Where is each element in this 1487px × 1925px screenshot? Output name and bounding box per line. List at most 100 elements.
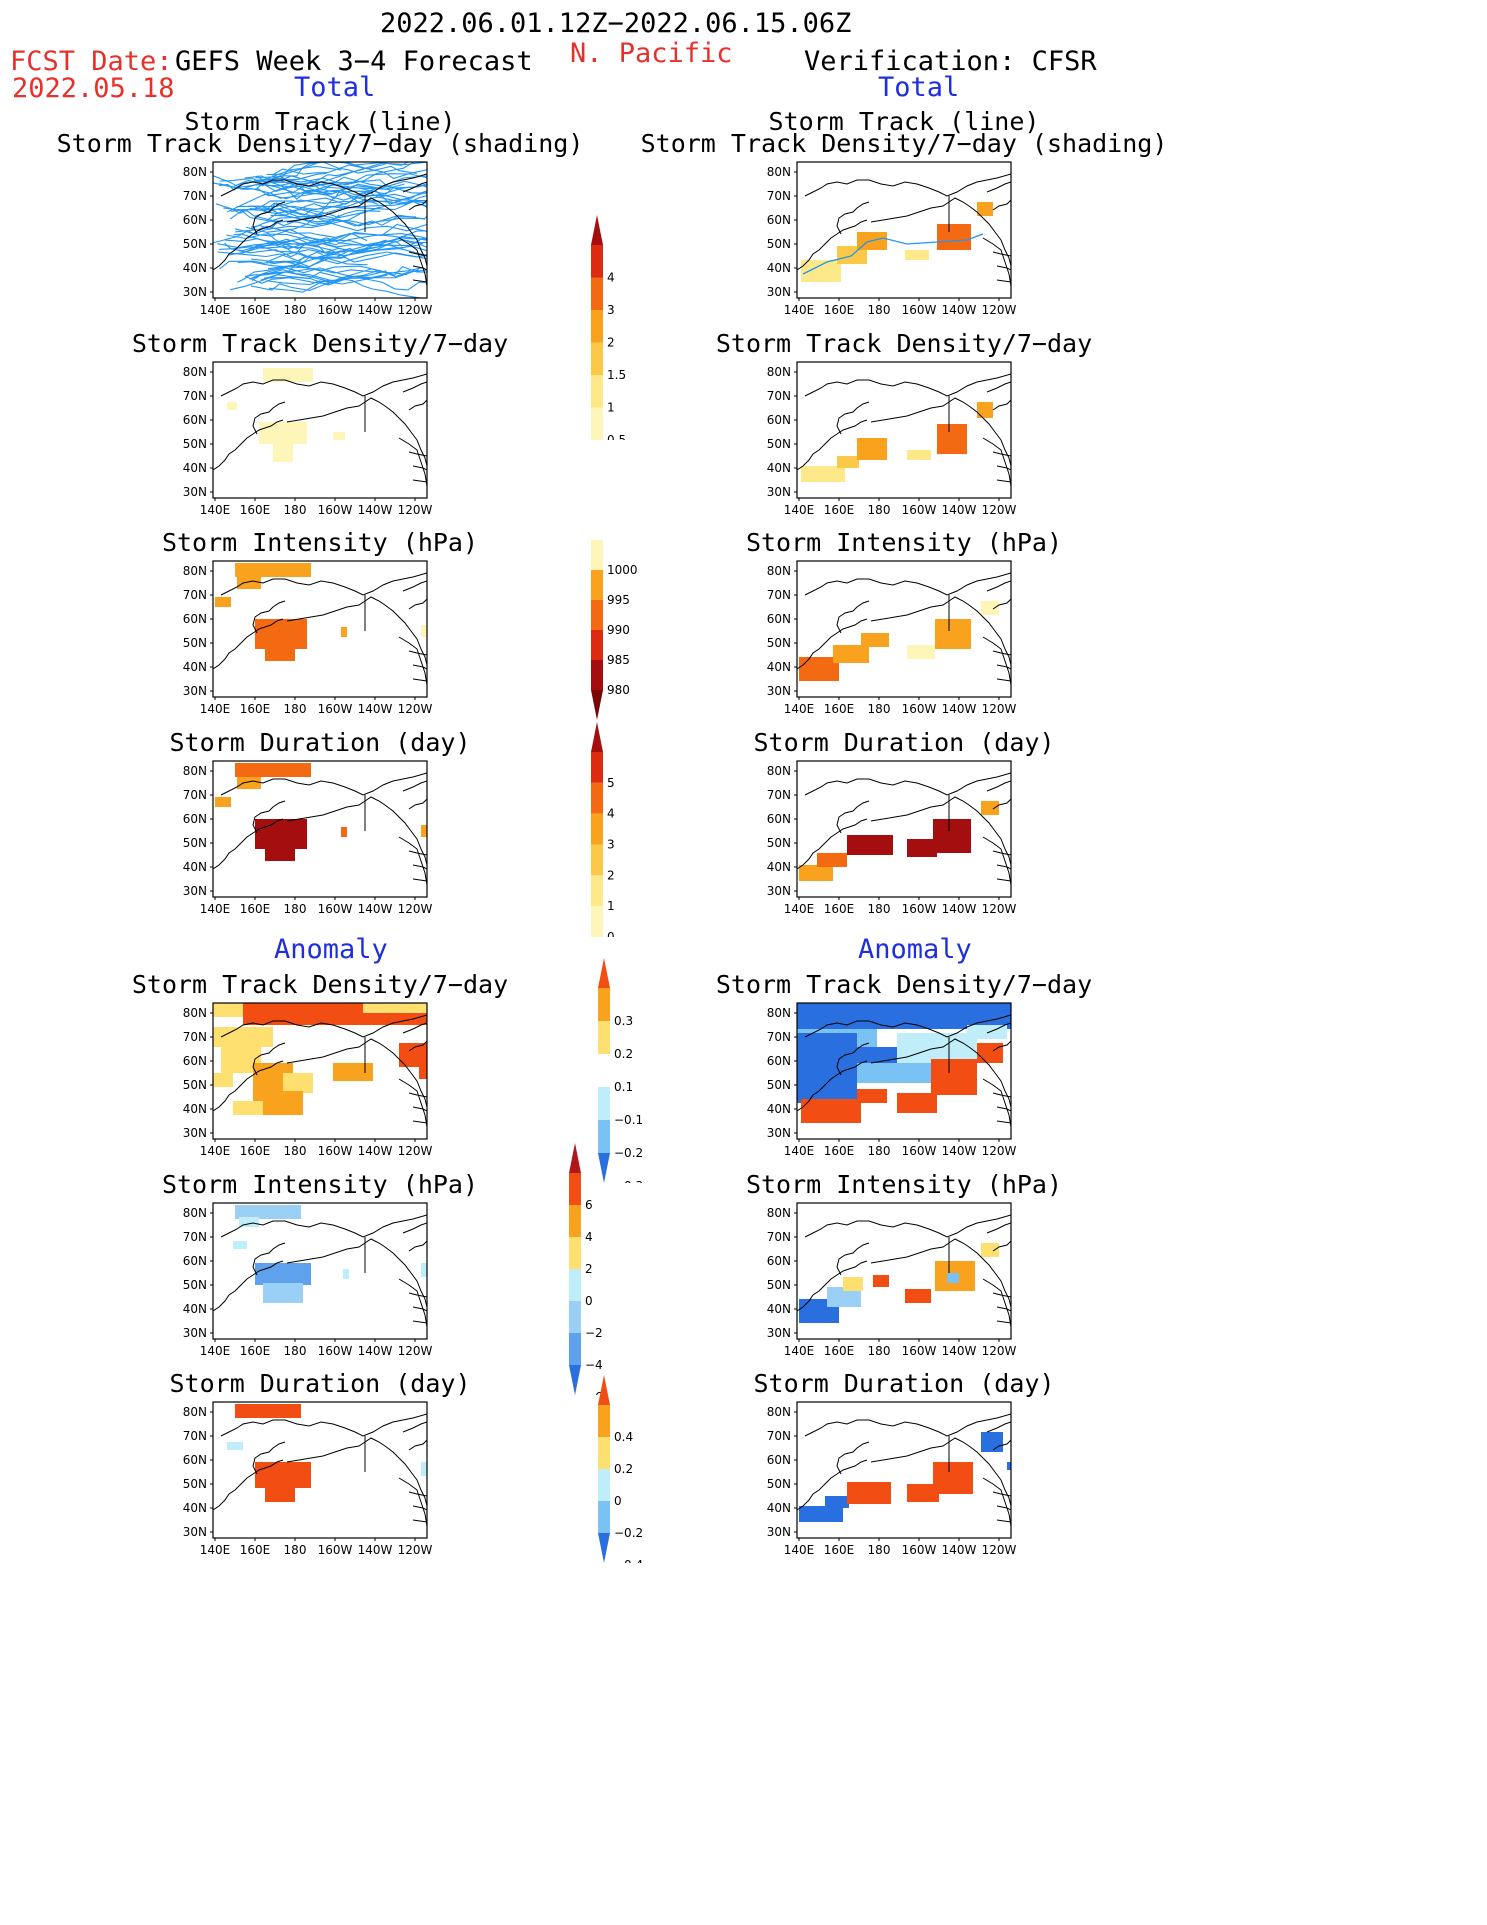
storm-track-line [217, 251, 324, 262]
panel-title-track-line-left: Storm Track (line) [184, 107, 456, 136]
map-plot: 80N 70N 60N 50N 40N 30N 140E 160E 180 160W 140W 120… [183, 760, 433, 916]
coastline [992, 251, 1011, 257]
storm-track-line [248, 190, 427, 208]
colorbar-segment [591, 660, 603, 690]
panel-title-duration-anom-left: Storm Duration (day) [169, 1369, 471, 1398]
shaded-cell [907, 1484, 939, 1502]
lat-tick-label: 30N [183, 884, 207, 898]
lon-tick-label: 180 [868, 1344, 891, 1358]
map-plot: 80N 70N 60N 50N 40N 30N 140E 160E 180 160W 140W 120… [767, 1202, 1017, 1358]
colorbar-tick-label: 0.2 [614, 1462, 633, 1476]
panel-title-density-right: Storm Track Density/7−day [715, 329, 1093, 358]
coastline [286, 1437, 427, 1507]
coastline [986, 780, 1011, 792]
colorbar-tick-label: 4 [585, 1230, 593, 1244]
coastline [412, 1505, 427, 1511]
storm-track-line [224, 240, 403, 254]
lat-tick-label: 30N [183, 1525, 207, 1539]
shaded-cell [857, 1089, 887, 1103]
colorbar-segment [591, 906, 603, 937]
lon-tick-label: 120W [398, 1344, 433, 1358]
shaded-cell [907, 450, 931, 460]
coastline [870, 596, 1011, 666]
shaded-cell [799, 865, 833, 881]
coastline [804, 572, 1011, 596]
coastline [797, 419, 868, 471]
map-duration-anomaly-forecast: 80N 70N 60N 50N 40N 30N 140E 160E 180 160W 140W 120… [165, 1398, 465, 1562]
lon-tick-label: 160W [902, 902, 937, 916]
shaded-cell [255, 819, 307, 849]
lon-tick-label: 180 [868, 902, 891, 916]
coastline [402, 1421, 427, 1433]
region-title: N. Pacific [570, 38, 733, 69]
colorbar-segment [591, 342, 603, 375]
coastline [804, 772, 1011, 796]
coastline [220, 1413, 427, 1437]
colorbar-segment [598, 1501, 610, 1533]
lon-tick-label: 120W [982, 503, 1017, 517]
lat-tick-label: 80N [767, 564, 791, 578]
shaded-cell [907, 645, 935, 659]
colorbar-tick-label: 5 [607, 776, 615, 790]
lat-tick-label: 60N [183, 1453, 207, 1467]
colorbar-segment [591, 245, 603, 278]
coastline [992, 399, 1011, 411]
map-frame [796, 760, 1012, 898]
lon-tick-label: 140W [942, 1344, 977, 1358]
coastline [870, 1238, 1011, 1308]
storm-track-line [250, 252, 427, 268]
lat-tick-label: 50N [183, 1278, 207, 1292]
colorbar-segment [591, 277, 603, 310]
lat-tick-label: 30N [767, 285, 791, 299]
coastline [836, 800, 870, 834]
coastline [996, 1106, 1011, 1112]
lon-tick-label: 120W [398, 303, 433, 317]
colorbar-segment [591, 600, 603, 630]
colorbar-tick-label: 990 [607, 623, 630, 637]
storm-track-line [230, 184, 427, 212]
coastline [992, 1491, 1011, 1497]
shaded-cell [237, 577, 261, 589]
coastline [213, 1060, 284, 1112]
coastline [996, 279, 1011, 283]
coastline [408, 650, 427, 656]
coastline [412, 678, 427, 682]
shaded-cell [243, 1003, 363, 1025]
shaded-cell [981, 1432, 1003, 1452]
lat-tick-label: 70N [767, 1030, 791, 1044]
left-column-title: GEFS Week 3−4 Forecast [175, 46, 533, 77]
map-intensity-anomaly-forecast: 80N 70N 60N 50N 40N 30N 140E 160E 180 160W 140W 120… [165, 1199, 465, 1363]
lon-tick-label: 160E [824, 303, 855, 317]
coastline [996, 1120, 1011, 1124]
lat-tick-label: 50N [183, 437, 207, 451]
storm-track-line [266, 230, 427, 248]
shaded-cell [235, 763, 311, 777]
coastline [213, 618, 284, 670]
lat-tick-label: 50N [183, 1477, 207, 1491]
shaded-cell [341, 827, 347, 837]
coastline [398, 237, 427, 287]
shaded-cell [837, 456, 859, 468]
storm-track-line [802, 233, 984, 275]
panel-title-density-anom-left: Storm Track Density/7−day [131, 970, 509, 999]
coastline [412, 664, 427, 670]
anomaly-label-right: Anomaly [858, 934, 972, 965]
coastline [398, 636, 427, 686]
lat-tick-label: 30N [183, 1326, 207, 1340]
shaded-cell [421, 1462, 427, 1476]
lon-tick-label: 120W [398, 1543, 433, 1557]
lon-tick-label: 160W [902, 503, 937, 517]
lon-tick-label: 140E [200, 1543, 231, 1557]
map-plot: 80N 70N 60N 50N 40N 30N 140E 160E 180 160W 140W 120… [767, 1002, 1017, 1158]
lat-tick-label: 80N [183, 365, 207, 379]
lat-tick-label: 80N [183, 1206, 207, 1220]
colorbar-segment [569, 1301, 581, 1333]
lat-tick-label: 30N [767, 684, 791, 698]
colorbar-extend-top [598, 958, 610, 988]
shaded-cell [353, 1013, 427, 1025]
lat-tick-label: 50N [183, 636, 207, 650]
storm-track-line [236, 200, 427, 211]
lon-tick-label: 160E [824, 1144, 855, 1158]
lat-tick-label: 70N [767, 389, 791, 403]
lat-tick-label: 50N [767, 437, 791, 451]
